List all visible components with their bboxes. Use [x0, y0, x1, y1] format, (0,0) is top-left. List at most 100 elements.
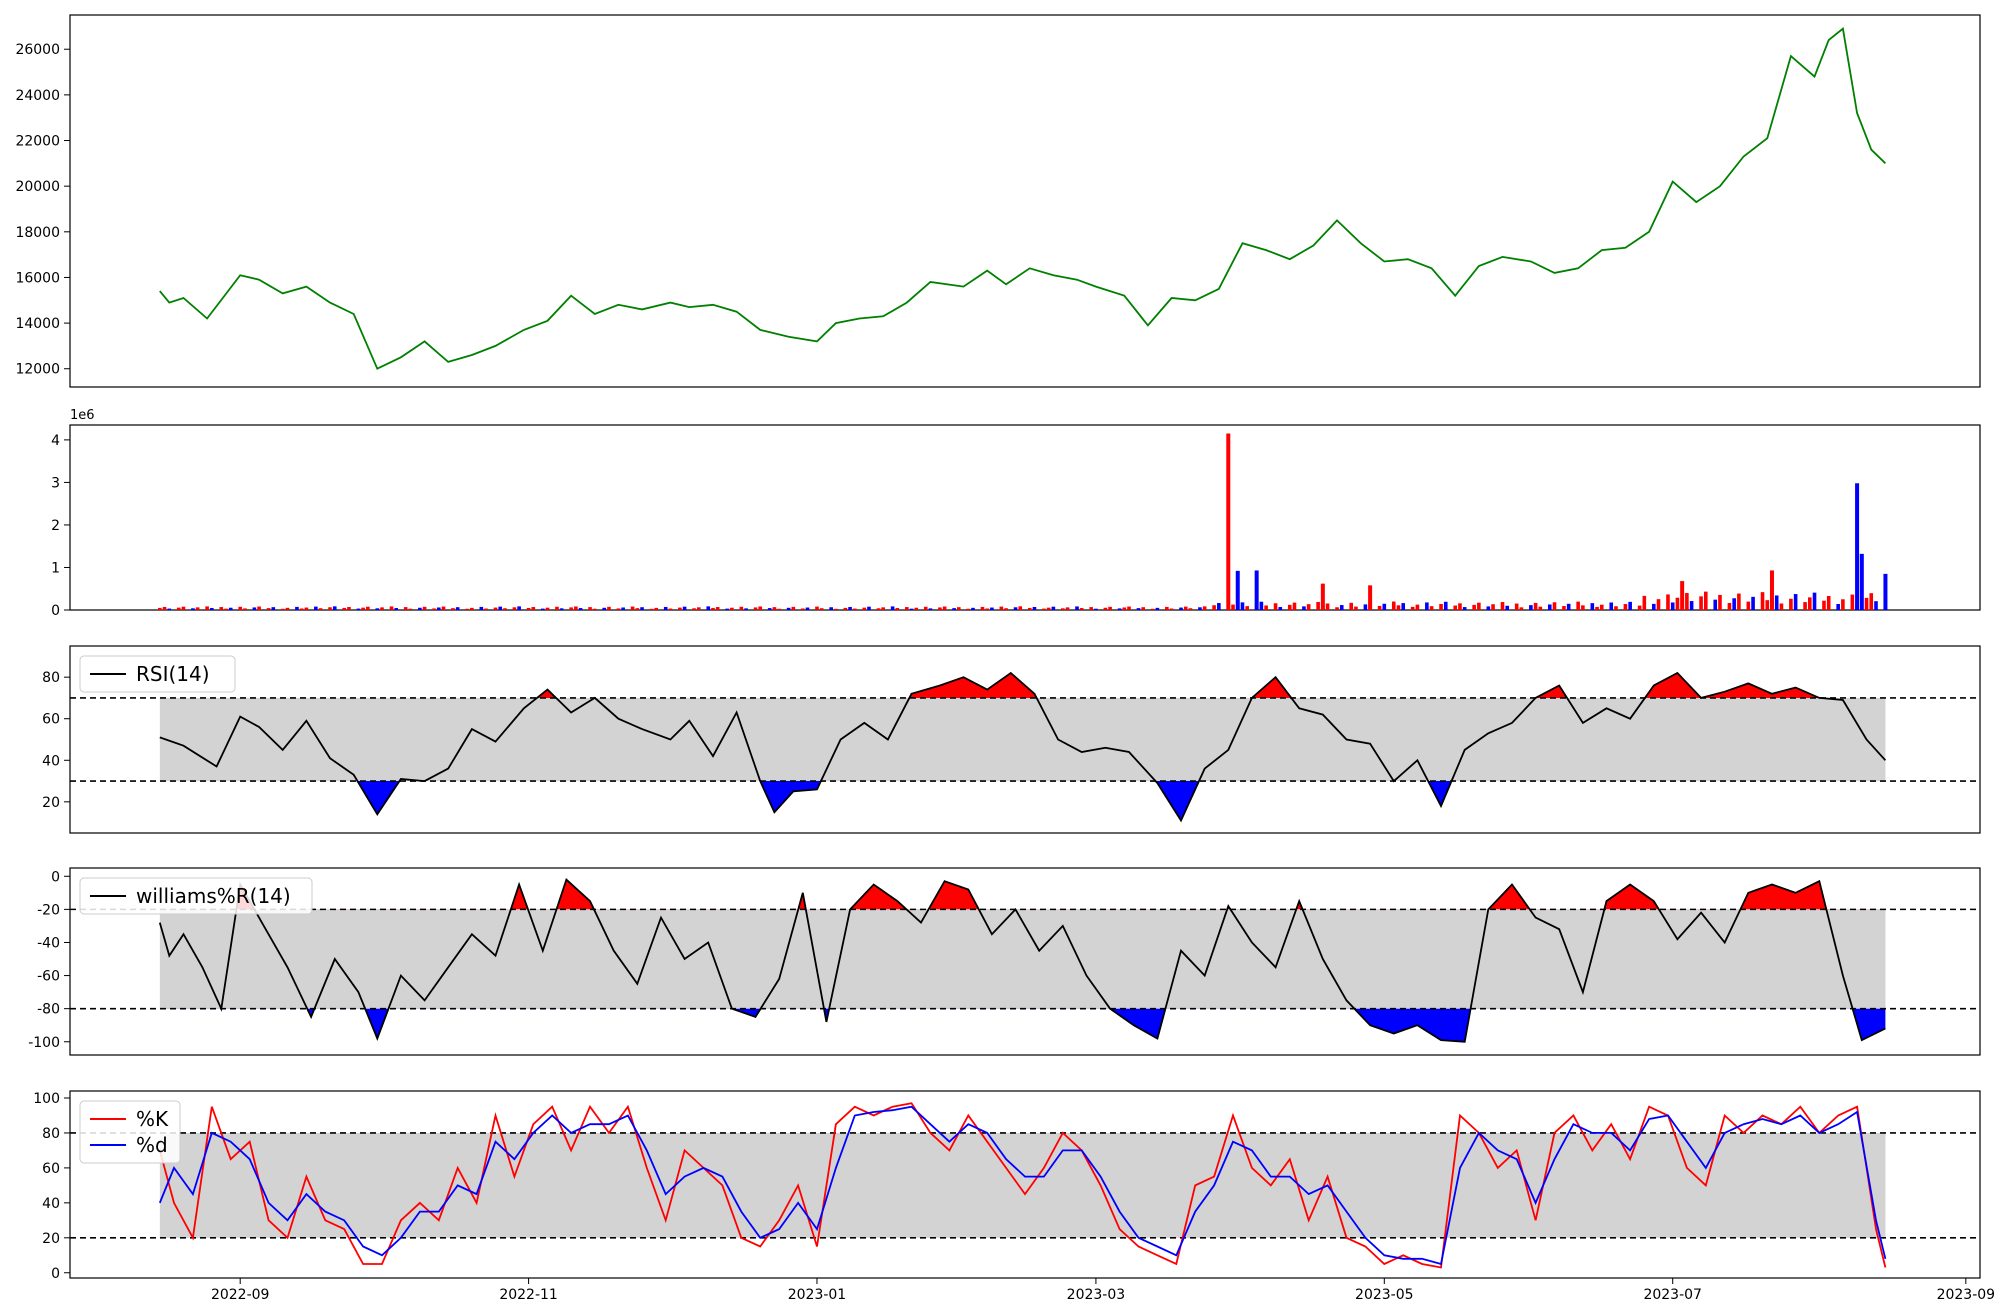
price-ytick-label: 18000 — [15, 225, 60, 241]
volume-bar — [394, 608, 399, 610]
volume-bar — [1803, 602, 1807, 610]
volume-bar — [1874, 601, 1878, 610]
rsi-line — [159, 671, 1887, 823]
volume-bar — [1027, 607, 1032, 610]
price-ytick-label: 12000 — [15, 362, 60, 378]
volume-bar — [470, 607, 474, 610]
volume-bar — [498, 606, 503, 610]
x-tick-label: 2023-01 — [788, 1287, 847, 1300]
volume-bar — [744, 608, 748, 610]
volume-bar — [526, 607, 531, 610]
volume-bar — [1278, 607, 1283, 610]
volume-bar — [195, 607, 200, 610]
volume-bar — [1245, 606, 1250, 610]
volume-ytick-label: 0 — [51, 603, 60, 619]
williams-legend-box — [79, 877, 313, 915]
volume-bar — [1477, 602, 1481, 610]
volume-bar — [205, 606, 209, 610]
volume-bar — [1864, 597, 1869, 610]
volume-bar — [1642, 595, 1647, 610]
volume-bar — [1581, 605, 1585, 610]
volume-bar — [517, 606, 521, 610]
volume-bar — [332, 606, 337, 610]
volume-bar — [1094, 608, 1098, 610]
volume-bar — [191, 608, 195, 610]
volume-bar — [1377, 605, 1382, 610]
volume-bar — [980, 606, 985, 610]
volume-bar — [791, 606, 796, 610]
volume-bar — [1609, 602, 1614, 610]
volume-bar — [1685, 593, 1689, 610]
volume-bar — [1779, 603, 1784, 610]
volume-bar — [1651, 603, 1656, 610]
williams-line — [158, 878, 1886, 1043]
volume-bar — [479, 606, 484, 610]
volume-bar — [1217, 603, 1221, 610]
volume-bar — [928, 608, 933, 610]
volume-bar — [158, 607, 162, 610]
volume-bar — [1812, 592, 1817, 610]
volume-bar — [1306, 604, 1311, 610]
volume-spike-bar — [1226, 433, 1231, 610]
volume-bar — [1599, 604, 1604, 610]
volume-bar — [1841, 599, 1845, 610]
volume-bar — [682, 606, 687, 610]
stoch-ytick-label: 40 — [42, 1196, 60, 1212]
volume-bar — [465, 608, 469, 610]
volume-bar — [635, 608, 640, 610]
volume-bar — [1751, 596, 1755, 610]
volume-bar — [314, 606, 318, 610]
volume-bar — [1505, 605, 1510, 610]
stoch-ytick-label: 100 — [33, 1091, 60, 1107]
volume-bar — [1760, 592, 1765, 610]
williams-ytick-label: -60 — [37, 969, 60, 985]
volume-bar — [1623, 604, 1628, 610]
price-line — [159, 27, 1887, 370]
volume-bar — [1004, 608, 1008, 610]
volume-bar — [753, 607, 758, 610]
price-frame — [69, 14, 1981, 388]
volume-bar — [1443, 601, 1448, 610]
volume-bar — [1415, 604, 1420, 610]
volume-ytick-label: 1 — [51, 560, 60, 576]
volume-bar — [299, 608, 304, 610]
volume-bar — [640, 607, 644, 610]
volume-bar — [1155, 607, 1160, 610]
volume-bar — [1363, 604, 1368, 610]
volume-bar — [375, 608, 380, 610]
williams-ytick-label: 0 — [51, 869, 60, 885]
williams-r-panel: 0 -20 -40 -60 -80 -100 williams%R(14) — [28, 867, 1981, 1056]
volume-bar — [342, 607, 347, 610]
volume-bar — [493, 607, 498, 610]
volume-bar — [266, 608, 271, 610]
volume-bar — [1850, 594, 1855, 610]
volume-bar — [1595, 606, 1599, 610]
volume-bar — [408, 608, 413, 610]
stoch-frame — [69, 1090, 1981, 1279]
price-ytick-label: 22000 — [15, 134, 60, 150]
williams-ytick-label: -40 — [37, 935, 60, 951]
volume-bar — [1590, 603, 1595, 610]
volume-bar — [1188, 608, 1193, 610]
volume-bar — [432, 608, 436, 610]
volume-bar — [1108, 606, 1112, 610]
volume-bar — [422, 606, 427, 610]
volume-bar — [588, 607, 592, 610]
rsi-ytick-label: 80 — [42, 670, 60, 686]
volume-bar — [1826, 595, 1831, 610]
volume-bar — [999, 606, 1004, 610]
price-panel: 12000 14000 16000 18000 20000 22000 24000 26000 — [15, 14, 1981, 388]
volume-bar — [1018, 606, 1023, 610]
volume-bar — [1042, 608, 1046, 610]
volume-bar — [1382, 603, 1387, 610]
volume-bar — [1562, 606, 1566, 610]
volume-bar — [347, 606, 351, 610]
volume-bar — [238, 606, 242, 610]
volume-bar — [1316, 601, 1320, 610]
volume-bar — [578, 608, 583, 610]
volume-ytick-label: 2 — [51, 518, 60, 534]
volume-bar — [1231, 604, 1235, 610]
volume-bar — [621, 607, 625, 610]
volume-bar — [1065, 607, 1070, 610]
volume-spike-bar — [1368, 585, 1373, 610]
